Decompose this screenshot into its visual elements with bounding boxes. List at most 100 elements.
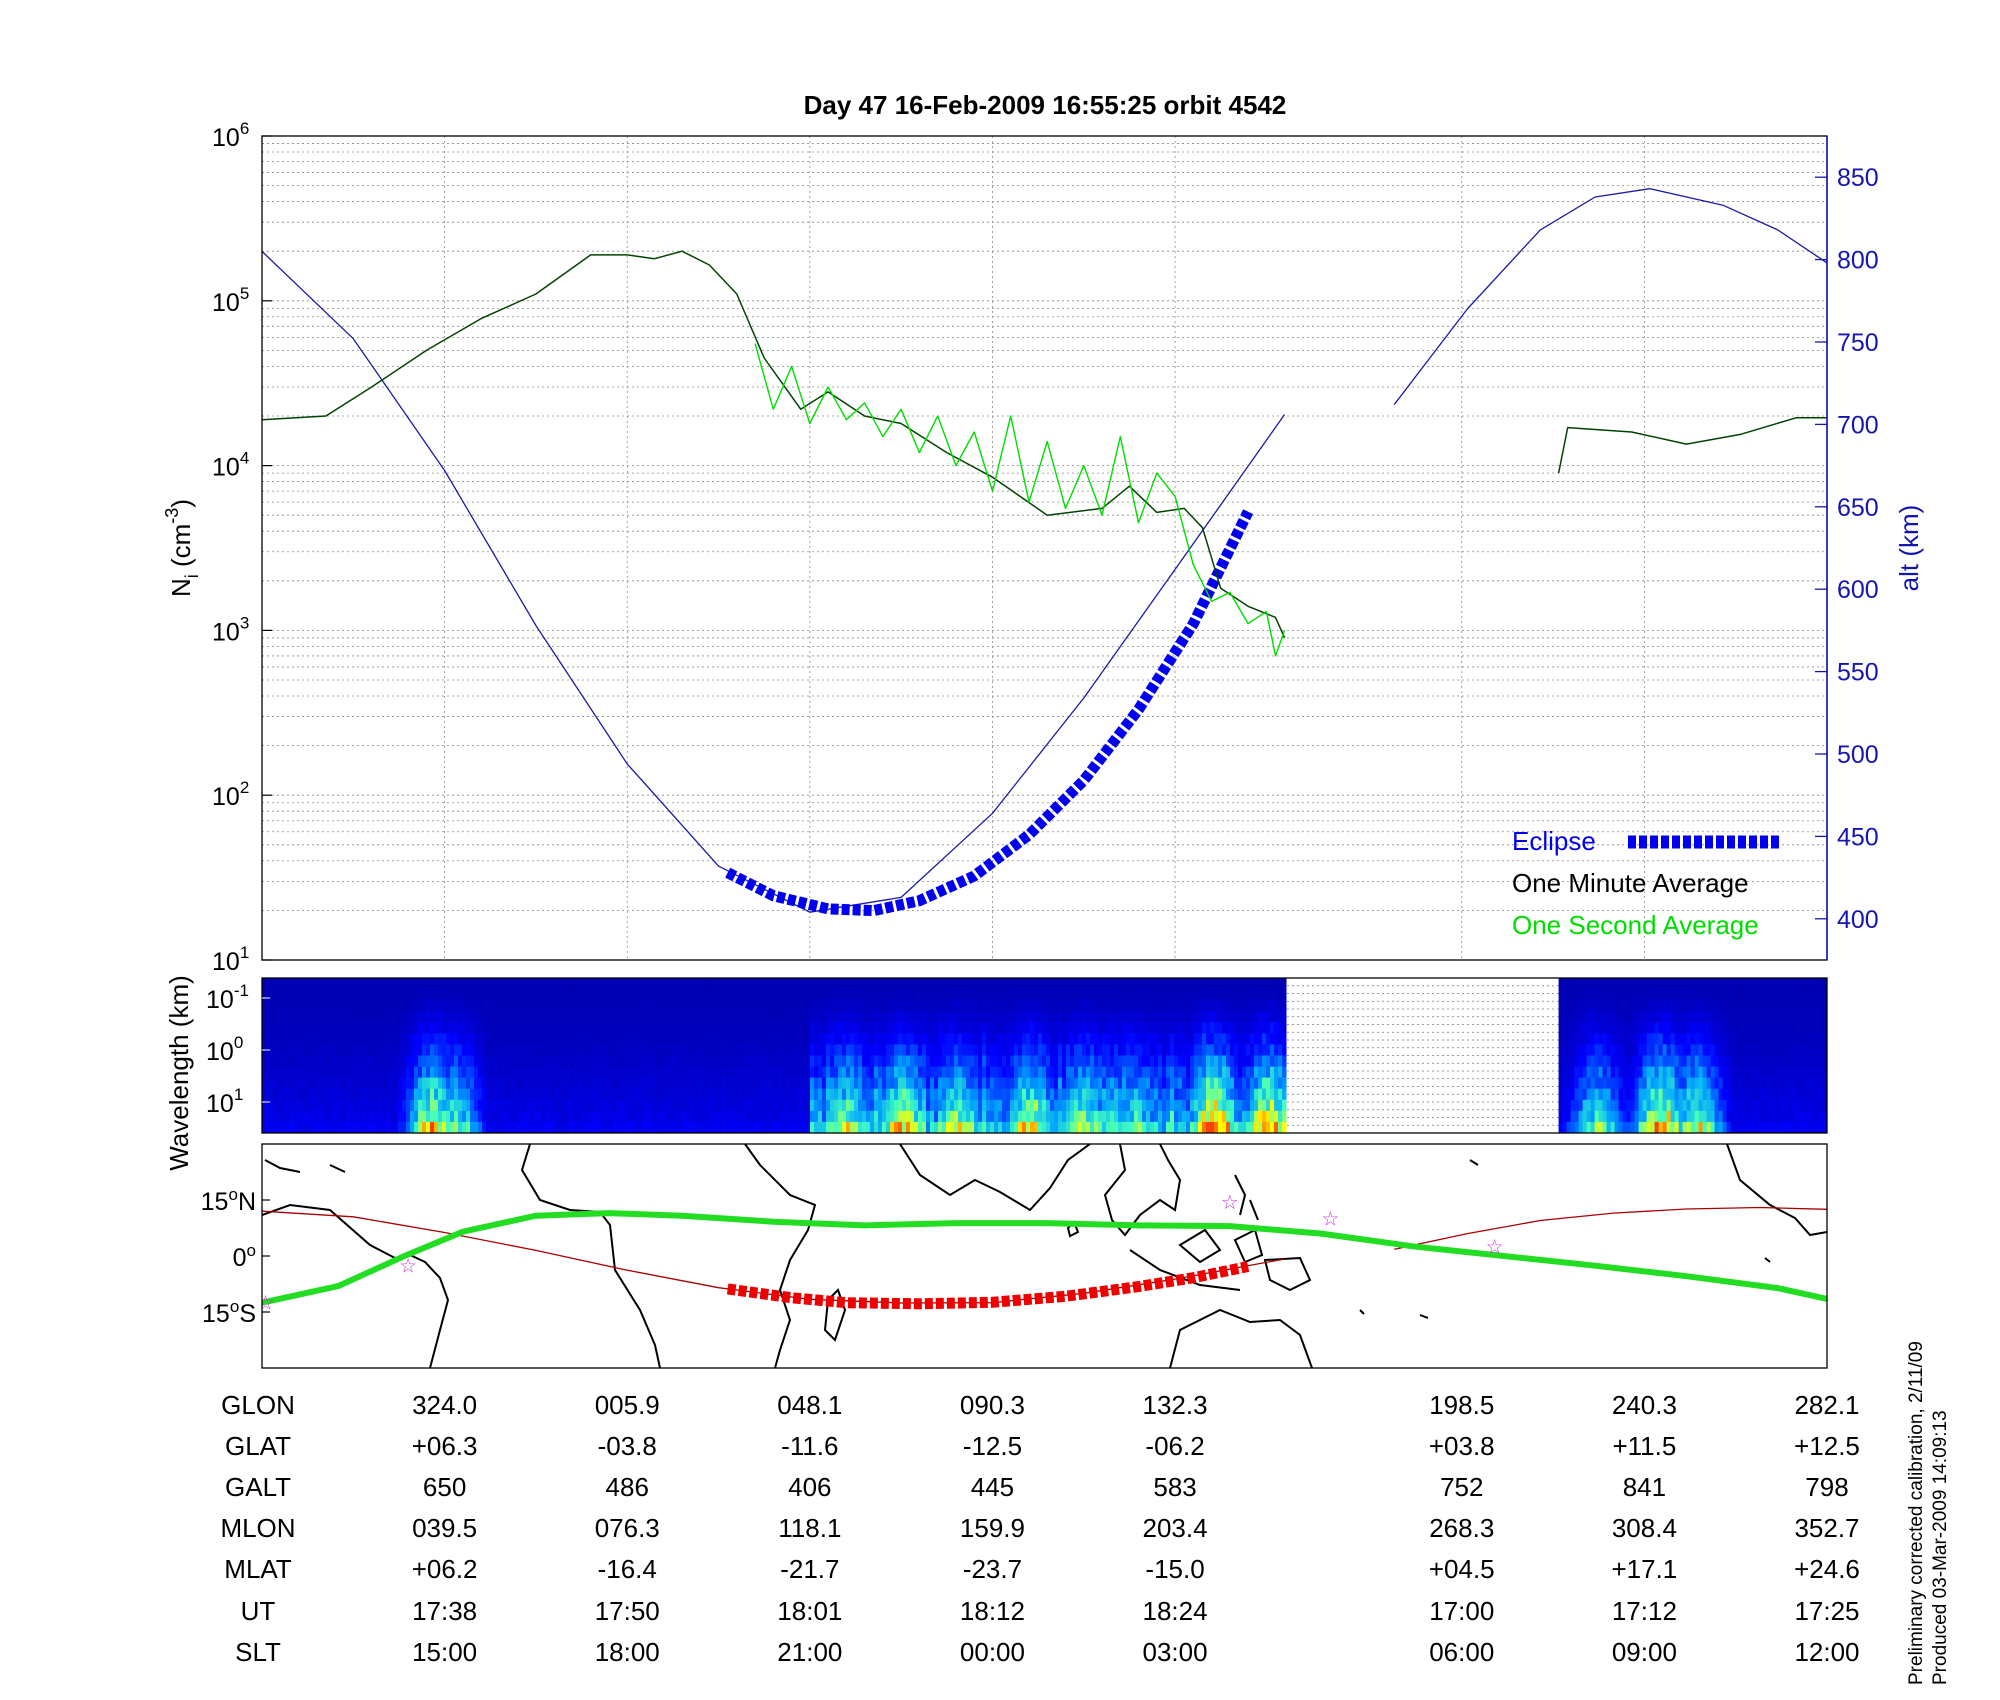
spec-cell — [434, 1044, 439, 1056]
spec-cell — [1230, 1077, 1235, 1090]
spec-cell — [514, 1000, 519, 1012]
spec-cell — [394, 1022, 399, 1034]
spec-cell — [850, 1088, 855, 1101]
spec-cell — [642, 1066, 647, 1079]
spec-cell — [406, 1121, 411, 1133]
spec-cell — [950, 1055, 955, 1068]
spec-cell — [334, 978, 339, 990]
spec-cell — [1606, 989, 1612, 1001]
spec-cell — [1558, 1110, 1564, 1123]
spec-cell — [382, 1011, 387, 1023]
spec-cell — [606, 1066, 611, 1079]
spec-cell — [290, 1055, 295, 1068]
spec-cell — [1062, 1011, 1067, 1023]
spec-cell — [1714, 1099, 1720, 1112]
spec-cell — [354, 1044, 359, 1056]
spec-cell — [502, 1044, 507, 1056]
spec-cell — [290, 1022, 295, 1034]
spec-cell — [1086, 1011, 1091, 1023]
spec-cell — [1250, 989, 1255, 1001]
spec-cell — [470, 1066, 475, 1079]
spec-cell — [1710, 1011, 1716, 1023]
spec-cell — [350, 1022, 355, 1034]
spec-cell — [1150, 1033, 1155, 1045]
spec-cell — [922, 1088, 927, 1101]
spec-cell — [854, 1055, 859, 1068]
spec-cell — [398, 1121, 403, 1133]
spec-cell — [1730, 1000, 1736, 1012]
spec-cell — [746, 1099, 751, 1112]
spec-cell — [1014, 1044, 1019, 1056]
spec-cell — [1670, 1000, 1676, 1012]
spec-cell — [1258, 1055, 1263, 1068]
spec-cell — [1630, 1077, 1636, 1090]
spec-cell — [1074, 1011, 1079, 1023]
spec-cell — [906, 1055, 911, 1068]
spec-cell — [502, 1055, 507, 1068]
spec-cell — [1062, 1077, 1067, 1090]
spec-cell — [566, 989, 571, 1001]
spec-cell — [734, 978, 739, 990]
spec-cell — [830, 978, 835, 990]
spec-cell — [626, 989, 631, 1001]
spec-cell — [774, 1088, 779, 1101]
spec-cell — [894, 1066, 899, 1079]
spec-cell — [1090, 978, 1095, 990]
ephemeris-cell: -03.8 — [598, 1431, 657, 1461]
spec-cell — [894, 1077, 899, 1090]
spec-cell — [1590, 1022, 1596, 1034]
spec-cell — [842, 1099, 847, 1112]
spec-cell — [1794, 1044, 1800, 1056]
spec-cell — [1570, 1066, 1576, 1079]
spec-cell — [782, 1121, 787, 1133]
spec-cell — [382, 1022, 387, 1034]
spec-cell — [606, 1022, 611, 1034]
spec-cell — [954, 1044, 959, 1056]
spec-cell — [574, 1121, 579, 1133]
ephemeris-cell: 18:00 — [595, 1637, 660, 1667]
spec-cell — [1150, 1099, 1155, 1112]
spec-cell — [1762, 1066, 1768, 1079]
spec-cell — [958, 1066, 963, 1079]
spec-cell — [438, 989, 443, 1001]
spec-cell — [546, 1044, 551, 1056]
spec-cell — [1098, 1088, 1103, 1101]
spec-cell — [842, 1077, 847, 1090]
spec-cell — [934, 1044, 939, 1056]
spec-cell — [1222, 1044, 1227, 1056]
spec-cell — [1626, 978, 1632, 990]
spec-cell — [518, 1077, 523, 1090]
spec-cell — [1762, 1000, 1768, 1012]
spec-cell — [846, 1044, 851, 1056]
spec-cell — [1682, 1022, 1688, 1034]
spec-cell — [490, 1077, 495, 1090]
spec-cell — [270, 1099, 275, 1112]
spec-cell — [478, 1088, 483, 1101]
spec-cell — [870, 1088, 875, 1101]
spec-cell — [362, 1088, 367, 1101]
spec-cell — [810, 1044, 815, 1056]
spec-cell — [1242, 1121, 1247, 1133]
spec-cell — [1742, 1000, 1748, 1012]
spec-cell — [1770, 1077, 1776, 1090]
spec-cell — [846, 1088, 851, 1101]
spec-cell — [438, 1044, 443, 1056]
spec-cell — [1034, 1066, 1039, 1079]
spec-cell — [1622, 1099, 1628, 1112]
spec-cell — [1670, 1055, 1676, 1068]
spec-cell — [482, 1099, 487, 1112]
spec-tick-base: 10 — [206, 1038, 234, 1066]
spec-cell — [742, 1022, 747, 1034]
spec-cell — [266, 1099, 271, 1112]
spec-cell — [294, 1121, 299, 1133]
spec-cell — [858, 1044, 863, 1056]
spec-cell — [1562, 1088, 1568, 1101]
spec-cell — [1654, 1121, 1660, 1133]
spec-cell — [1706, 1055, 1712, 1068]
spec-cell — [1738, 1000, 1744, 1012]
spec-cell — [1598, 1011, 1604, 1023]
spec-cell — [1774, 1066, 1780, 1079]
spec-cell — [686, 1066, 691, 1079]
spec-cell — [710, 978, 715, 990]
spec-cell — [446, 1011, 451, 1023]
